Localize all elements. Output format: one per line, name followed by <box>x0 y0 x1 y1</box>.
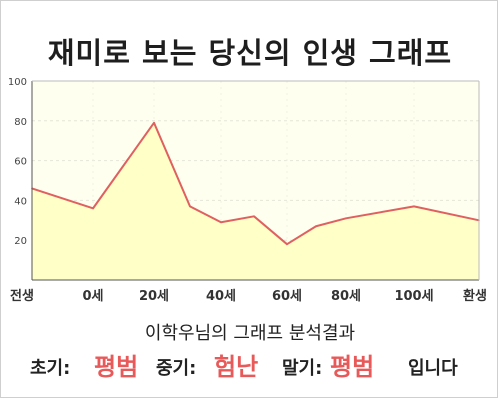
verdict-line: 초기: 평범 중기: 험난 말기: 평범 입니다 <box>30 346 470 381</box>
page-title: 재미로 보는 당신의 인생 그래프 <box>47 36 453 70</box>
data-point <box>413 205 415 208</box>
late-label: 말기: <box>282 358 323 379</box>
data-point <box>286 243 288 245</box>
x-tick-label: 40세 <box>206 289 236 304</box>
mid-label: 중기: <box>156 358 197 379</box>
late-value: 평범 <box>330 353 375 381</box>
x-tick-label: 전생 <box>10 288 34 304</box>
x-tick-label: 100세 <box>394 289 433 304</box>
x-tick-label: 0세 <box>82 289 103 304</box>
data-point <box>315 225 317 228</box>
x-tick-label: 60세 <box>272 289 302 304</box>
data-point <box>345 217 347 220</box>
mid-value: 험난 <box>214 353 259 381</box>
x-tick-label: 20세 <box>139 289 169 304</box>
x-tick-label: 80세 <box>331 289 361 304</box>
data-point <box>220 221 222 224</box>
y-tick-label: 20 <box>14 236 27 247</box>
verdict-suffix: 입니다 <box>408 358 458 379</box>
y-tick-label: 60 <box>14 157 27 168</box>
y-tick-label: 80 <box>14 117 27 128</box>
data-point <box>153 121 155 124</box>
y-tick-label: 40 <box>14 196 27 207</box>
data-point <box>92 207 94 210</box>
data-point <box>253 215 255 218</box>
x-tick-label: 환생 <box>463 288 487 304</box>
early-value: 평범 <box>94 353 139 381</box>
series-area <box>32 122 479 280</box>
analysis-summary: 이학우님의 그래프 분석결과 <box>144 323 356 344</box>
data-point <box>189 205 191 208</box>
y-tick-label: 100 <box>8 77 27 88</box>
early-label: 초기: <box>30 358 71 379</box>
